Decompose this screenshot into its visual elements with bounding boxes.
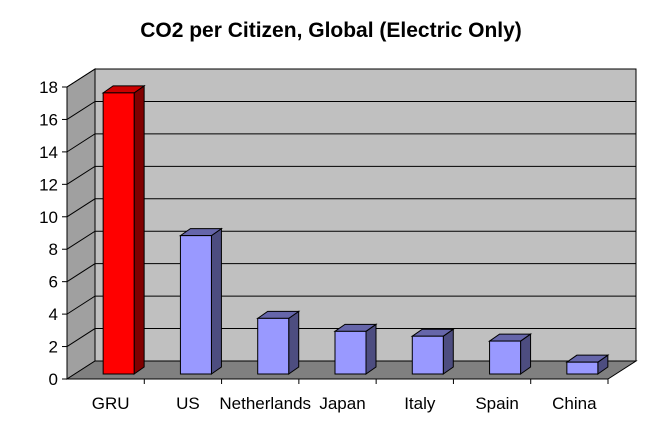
x-category-label: US (176, 394, 200, 413)
bar-front (102, 92, 135, 375)
bar-side (133, 84, 145, 375)
bar-side (365, 323, 377, 375)
x-category-label: Netherlands (219, 394, 311, 413)
gridline (66, 198, 636, 218)
y-axis-ticks: 0 2 4 6 8 10 12 14 16 18 (39, 78, 67, 389)
bar-italy (410, 328, 455, 375)
y-tick-label: 8 (49, 240, 58, 259)
y-tick-label: 18 (39, 78, 58, 97)
y-tick-label: 16 (39, 110, 58, 129)
bar-japan (333, 323, 378, 375)
gridline (66, 68, 636, 88)
y-tick-label: 0 (49, 370, 58, 389)
chart-title: CO2 per Citizen, Global (Electric Only) (140, 19, 522, 42)
bar-side (210, 227, 222, 375)
bar-front (411, 335, 444, 375)
x-category-label: China (552, 394, 597, 413)
plot-back-wall (94, 68, 637, 362)
x-category-label: Spain (475, 394, 518, 413)
bar-front (566, 361, 599, 375)
y-tick-label: 6 (49, 273, 58, 292)
x-axis-labels: GRU US Netherlands Japan Italy Spain China (92, 379, 609, 413)
y-tick-label: 4 (49, 305, 58, 324)
gridline (66, 263, 636, 283)
gridline (66, 230, 636, 250)
axes (66, 87, 608, 380)
gridline (66, 328, 636, 347)
plot-side-wall (66, 68, 96, 380)
x-category-label: Italy (404, 394, 436, 413)
bar-netherlands (256, 310, 301, 375)
gridline (66, 165, 636, 185)
gridline (66, 295, 636, 315)
y-tick-label: 14 (39, 143, 58, 162)
bar-us (178, 227, 224, 375)
gridline (66, 100, 636, 120)
bar-front (179, 235, 212, 375)
y-tick-label: 12 (39, 175, 58, 194)
bar-side (288, 310, 300, 375)
bars (101, 84, 610, 375)
bar-front (257, 317, 290, 375)
gridlines (66, 68, 636, 347)
x-category-label: GRU (92, 394, 130, 413)
bar-china (565, 354, 610, 375)
bar-spain (487, 333, 533, 375)
y-tick-label: 2 (49, 338, 58, 357)
bar-front (334, 330, 367, 375)
y-tick-label: 10 (39, 208, 58, 227)
bar-front (489, 340, 522, 375)
bar-gru (101, 84, 146, 375)
bar-side (442, 328, 454, 375)
x-category-label: Japan (319, 394, 365, 413)
gridline (66, 133, 636, 153)
